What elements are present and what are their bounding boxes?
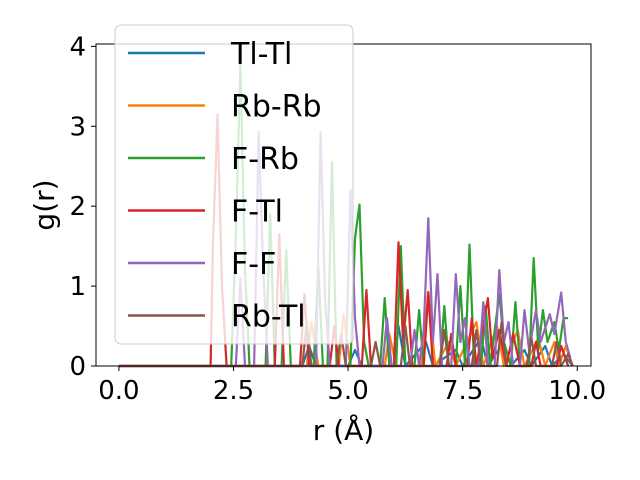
x-tick-label: 2.5: [213, 376, 254, 406]
y-tick-label: 3: [69, 112, 86, 142]
legend-label-f-f: F-F: [231, 247, 276, 282]
y-axis-label: g(r): [28, 179, 61, 230]
x-tick-label: 7.5: [442, 376, 483, 406]
legend-box: [114, 24, 354, 345]
y-tick-label: 2: [69, 192, 86, 222]
x-axis-ticks: 0.0 2.5 5.0 7.5 10.0: [98, 366, 606, 406]
legend-label-rb-rb: Rb-Rb: [231, 90, 322, 125]
legend-label-rb-tl: Rb-Tl: [231, 300, 306, 335]
legend-label-tl-tl: Tl-Tl: [230, 37, 292, 72]
y-tick-label: 0: [69, 352, 86, 382]
legend: Tl-Tl Rb-Rb F-Rb F-Tl F-F Rb-Tl: [114, 24, 354, 345]
y-tick-label: 4: [69, 32, 86, 62]
legend-label-f-tl: F-Tl: [231, 195, 283, 230]
series-line-rb-rb: [118, 290, 574, 368]
y-tick-label: 1: [69, 272, 86, 302]
x-axis-label: r (Å): [313, 413, 374, 447]
x-tick-label: 0.0: [98, 376, 139, 406]
y-axis-ticks: 0 1 2 3 4: [69, 32, 96, 382]
x-tick-label: 5.0: [327, 376, 368, 406]
legend-label-f-rb: F-Rb: [231, 142, 299, 177]
x-tick-label: 10.0: [548, 376, 606, 406]
